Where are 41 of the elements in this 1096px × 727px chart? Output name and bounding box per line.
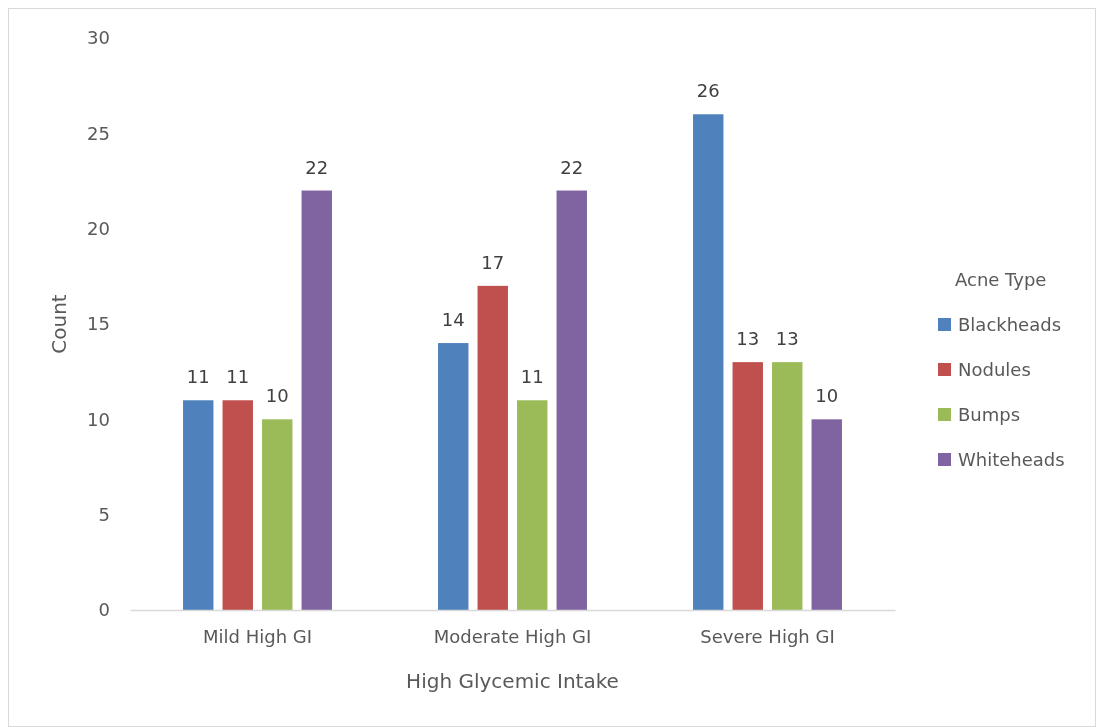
y-tick-label: 25 <box>87 122 110 144</box>
bar <box>262 419 293 610</box>
x-tick-label: Severe High GI <box>700 625 835 647</box>
x-tick-label: Moderate High GI <box>433 625 592 647</box>
y-tick-label: 30 <box>87 27 110 49</box>
y-tick-label: 0 <box>98 599 110 621</box>
data-label: 10 <box>265 385 289 407</box>
data-label: 26 <box>696 80 720 102</box>
data-label: 10 <box>815 385 839 407</box>
y-tick-label: 5 <box>98 503 110 525</box>
y-tick-label: 10 <box>87 408 110 430</box>
x-axis-title: High Glycemic Intake <box>406 669 619 693</box>
legend-label: Whiteheads <box>958 449 1065 470</box>
y-tick-label: 15 <box>87 313 110 335</box>
bar <box>772 362 803 610</box>
data-label: 11 <box>186 366 210 388</box>
data-label: 22 <box>305 156 329 178</box>
data-label: 11 <box>226 366 250 388</box>
bar <box>732 362 763 610</box>
y-tick-label: 20 <box>87 217 110 239</box>
data-label: 13 <box>775 328 799 350</box>
data-label: 22 <box>560 156 584 178</box>
bar <box>222 400 253 610</box>
data-label: 13 <box>736 328 760 350</box>
data-label: 14 <box>441 309 465 331</box>
legend-label: Bumps <box>958 404 1021 425</box>
bar <box>183 400 214 610</box>
bar <box>477 285 508 610</box>
bar <box>301 190 332 610</box>
bar <box>556 190 587 610</box>
bar <box>438 343 469 610</box>
legend-label: Nodules <box>958 359 1031 380</box>
data-label: 11 <box>520 366 544 388</box>
bar <box>517 400 548 610</box>
legend-title: Acne Type <box>955 269 1047 290</box>
y-axis-title: Count <box>47 294 71 354</box>
bar <box>693 114 724 610</box>
legend-label: Blackheads <box>958 314 1062 335</box>
data-label: 17 <box>481 251 505 273</box>
x-tick-label: Mild High GI <box>202 625 313 647</box>
bar <box>811 419 842 610</box>
